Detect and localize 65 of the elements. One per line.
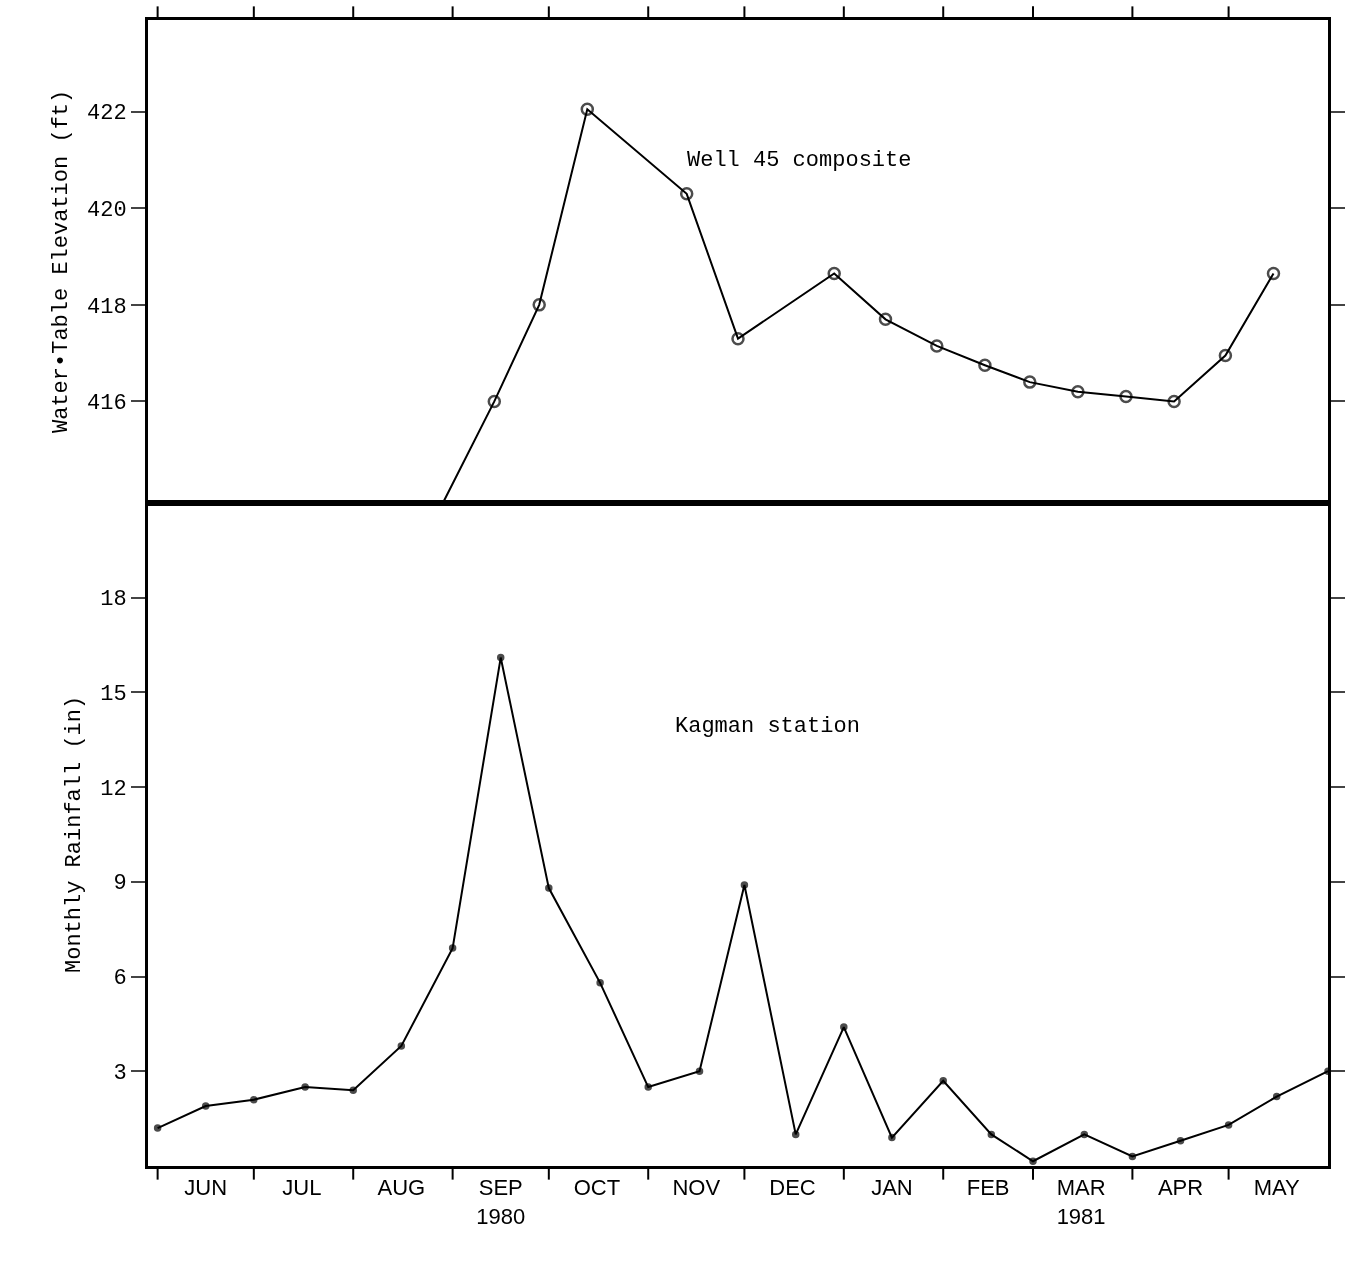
point — [250, 1095, 258, 1104]
point — [840, 1023, 848, 1031]
point — [878, 312, 893, 327]
y-axis-title: Water•Table Elevation (ft) — [48, 89, 74, 434]
point — [153, 1124, 162, 1132]
point — [1119, 389, 1133, 404]
x-tick-label: SEP 1980 — [476, 1175, 526, 1229]
point — [939, 1076, 947, 1085]
annotation: Well 45 composite — [687, 148, 912, 173]
point — [301, 1083, 309, 1091]
point — [695, 1067, 704, 1076]
point — [731, 331, 745, 346]
x-tick-label: AUG — [377, 1175, 426, 1201]
point — [1218, 348, 1233, 363]
y-tick-label: 9 — [113, 871, 127, 897]
point — [679, 187, 694, 201]
point — [1023, 375, 1037, 389]
point — [1224, 1121, 1233, 1129]
x-tick-label: APR — [1157, 1175, 1204, 1201]
point — [888, 1133, 896, 1142]
y-tick-label: 418 — [86, 294, 127, 320]
point — [827, 266, 841, 281]
point — [201, 1102, 210, 1110]
point — [930, 339, 944, 353]
point — [1266, 266, 1281, 281]
y-tick-label: 18 — [100, 587, 127, 613]
point — [1176, 1136, 1185, 1145]
x-tick-label: NOV — [672, 1175, 721, 1201]
y-tick-label: 6 — [113, 966, 127, 992]
y-tick-label: 422 — [86, 101, 127, 127]
x-tick-label: JUN — [184, 1175, 228, 1201]
point — [1167, 394, 1181, 409]
point — [532, 298, 546, 312]
point — [1128, 1152, 1137, 1161]
y-tick-label: 15 — [100, 681, 127, 707]
point — [448, 944, 457, 952]
y-tick-label: 12 — [100, 776, 127, 802]
point — [487, 394, 502, 409]
point — [397, 1042, 406, 1050]
point — [349, 1086, 357, 1094]
point — [1029, 1157, 1037, 1166]
point — [791, 1130, 800, 1139]
y-tick-label: 3 — [113, 1060, 127, 1086]
y-tick-label: 420 — [86, 198, 127, 223]
x-tick-label: DEC — [769, 1175, 816, 1201]
y-tick-label: 416 — [86, 391, 127, 417]
annotation: Kagman station — [675, 714, 860, 739]
point — [580, 102, 595, 117]
point — [496, 653, 505, 662]
point — [1080, 1130, 1089, 1139]
x-tick-label: MAY — [1253, 1175, 1301, 1201]
point — [545, 884, 553, 892]
x-tick-label: JUL — [282, 1175, 322, 1201]
x-tick-label: FEB — [966, 1175, 1010, 1201]
x-tick-label: JAN — [871, 1175, 913, 1201]
point — [1071, 385, 1085, 399]
point — [740, 881, 749, 889]
y-axis-title: Monthly Rainfall (in) — [61, 695, 87, 974]
x-tick-label: OCT — [573, 1175, 621, 1201]
point — [987, 1130, 996, 1139]
point — [644, 1083, 652, 1091]
point — [1272, 1092, 1281, 1101]
point — [978, 358, 992, 372]
x-tick-label: MAR 1981 — [1056, 1175, 1106, 1229]
point — [596, 979, 604, 987]
